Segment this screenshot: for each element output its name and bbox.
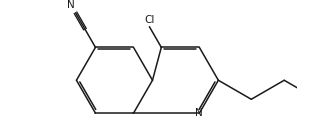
Text: N: N xyxy=(67,0,75,10)
Text: Cl: Cl xyxy=(144,15,155,25)
Text: N: N xyxy=(195,108,203,118)
